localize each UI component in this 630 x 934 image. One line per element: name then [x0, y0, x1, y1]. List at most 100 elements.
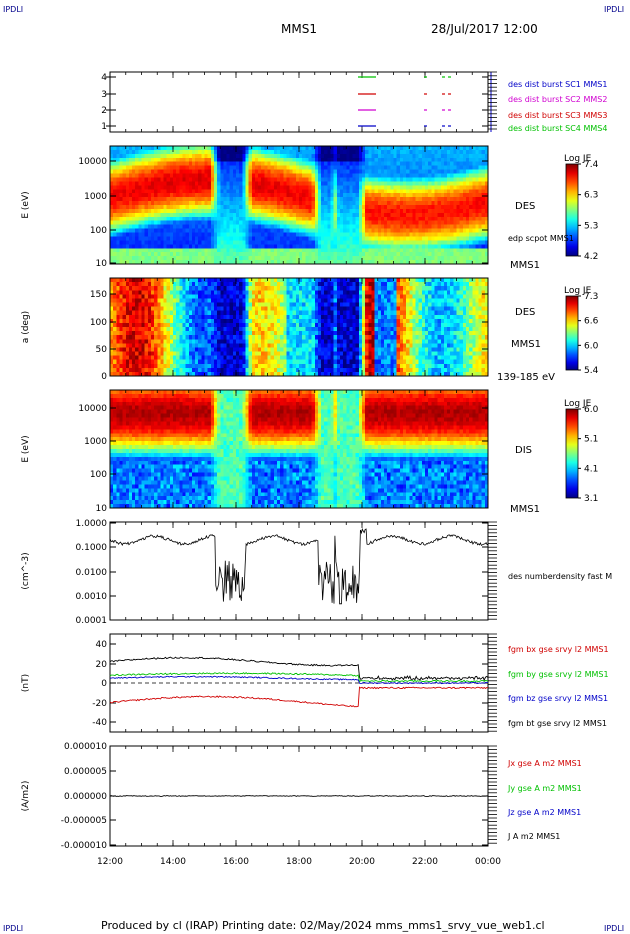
heatmap-cell — [236, 177, 240, 182]
heatmap-cell — [292, 201, 297, 206]
heatmap-cell — [295, 161, 300, 167]
heatmap-cell — [223, 302, 228, 308]
heatmap-cell — [163, 252, 168, 257]
heatmap-cell — [418, 153, 423, 159]
heatmap-cell — [204, 252, 209, 257]
heatmap-cell — [248, 205, 253, 210]
heatmap-cell — [368, 212, 373, 218]
heatmap-cell — [154, 363, 158, 369]
heatmap-cell — [232, 177, 237, 182]
heatmap-cell — [459, 260, 464, 265]
heatmap-cell — [163, 331, 168, 336]
heatmap-cell — [245, 339, 250, 344]
heatmap-cell — [251, 165, 256, 171]
heatmap-cell — [437, 216, 442, 222]
heatmap-cell — [198, 177, 202, 182]
heatmap-cell — [248, 161, 253, 167]
heatmap-cell — [346, 260, 350, 265]
heatmap-cell — [217, 327, 221, 332]
heatmap-cell — [176, 232, 180, 238]
heatmap-cell — [428, 244, 432, 249]
heatmap-cell — [440, 248, 445, 253]
heatmap-cell — [261, 177, 265, 182]
heatmap-cell — [150, 367, 155, 373]
heatmap-cell — [443, 153, 448, 159]
heatmap-cell — [418, 173, 423, 179]
heatmap-cell — [179, 208, 184, 214]
heatmap-cell — [226, 286, 231, 291]
heatmap-cell — [421, 169, 426, 175]
heatmap-cell — [132, 335, 136, 340]
heatmap-cell — [475, 161, 480, 167]
heatmap-cell — [213, 306, 218, 312]
heatmap-cell — [204, 355, 209, 361]
legend-burst-1: des dist burst SC2 MMS2 — [508, 95, 607, 104]
heatmap-cell — [242, 205, 247, 210]
heatmap-cell — [396, 193, 401, 198]
heatmap-cell — [327, 181, 332, 186]
heatmap-cell — [302, 260, 306, 265]
heatmap-cell — [333, 201, 338, 206]
heatmap-cell — [217, 193, 221, 198]
heatmap-cell — [157, 224, 161, 230]
heatmap-cell — [317, 216, 322, 222]
heatmap-cell — [144, 236, 149, 241]
heatmap-cell — [292, 149, 297, 155]
heatmap-cell — [472, 224, 476, 230]
heatmap-cell — [210, 314, 215, 320]
heatmap-cell — [276, 169, 281, 175]
heatmap-cell — [374, 208, 379, 214]
heatmap-cell — [352, 169, 357, 175]
heatmap-cell — [267, 248, 272, 253]
heatmap-cell — [447, 193, 451, 198]
heatmap-cell — [336, 149, 341, 155]
heatmap-cell — [132, 185, 136, 190]
heatmap-cell — [176, 290, 180, 295]
heatmap-cell — [475, 177, 480, 182]
heatmap-cell — [176, 181, 180, 186]
heatmap-cell — [182, 355, 187, 361]
heatmap-cell — [182, 232, 187, 238]
heatmap-cell — [286, 165, 291, 171]
heatmap-cell — [314, 240, 319, 245]
heatmap-cell — [125, 224, 130, 230]
heatmap-cell — [110, 153, 114, 159]
heatmap-cell — [396, 201, 401, 206]
heatmap-cell — [437, 177, 442, 182]
heatmap-cell — [185, 189, 190, 194]
heatmap-cell — [135, 298, 139, 304]
heatmap-cell — [453, 244, 458, 249]
heatmap-cell — [217, 286, 221, 291]
heatmap-cell — [138, 244, 143, 249]
heatmap-cell — [198, 220, 202, 226]
heatmap-cell — [276, 185, 281, 190]
heatmap-cell — [210, 157, 215, 163]
heatmap-cell — [229, 260, 234, 265]
heatmap-cell — [377, 248, 382, 253]
heatmap-cell — [138, 359, 143, 365]
heatmap-cell — [128, 351, 133, 357]
heatmap-cell — [125, 165, 130, 171]
heatmap-cell — [450, 252, 454, 257]
heatmap-cell — [339, 248, 344, 253]
heatmap-cell — [160, 248, 165, 253]
heatmap-cell — [264, 181, 269, 186]
heatmap-cell — [437, 248, 442, 253]
heatmap-cell — [198, 339, 202, 344]
heatmap-cell — [245, 363, 250, 369]
heatmap-cell — [223, 335, 228, 340]
heatmap-cell — [396, 236, 401, 241]
heatmap-cell — [185, 351, 190, 357]
heatmap-cell — [113, 318, 117, 324]
heatmap-cell — [229, 314, 234, 320]
heatmap-cell — [125, 294, 130, 300]
heatmap-cell — [179, 146, 184, 151]
heatmap-cell — [251, 306, 256, 312]
heatmap-cell — [346, 220, 350, 226]
heatmap-cell — [377, 208, 382, 214]
heatmap-cell — [217, 298, 221, 304]
heatmap-cell — [418, 177, 423, 182]
heatmap-cell — [314, 212, 319, 218]
heatmap-cell — [113, 248, 117, 253]
heatmap-cell — [176, 335, 180, 340]
